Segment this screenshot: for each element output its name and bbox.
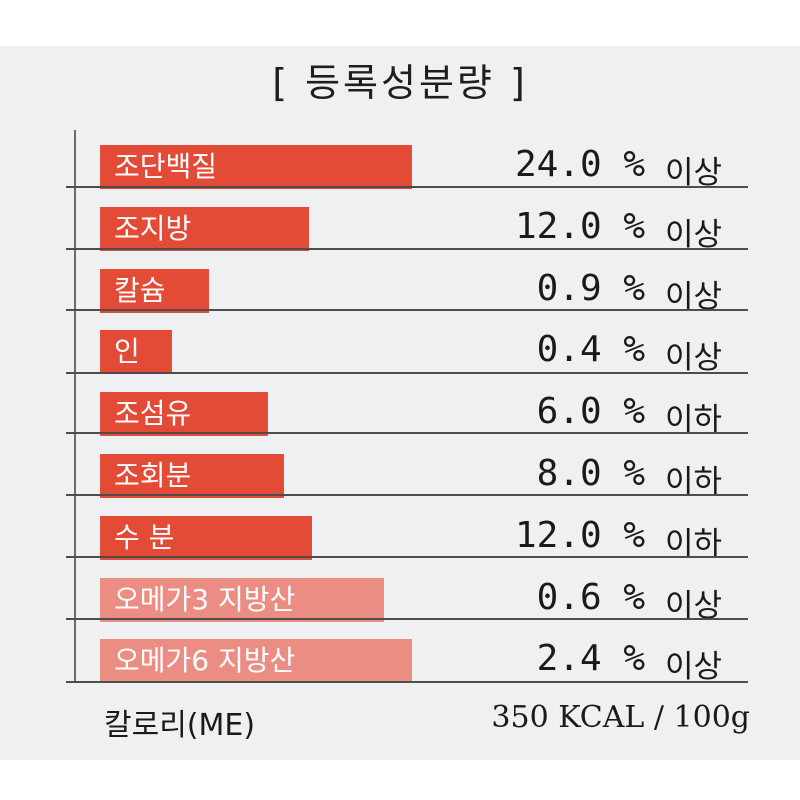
nutrient-value: 2.4 % [536,638,645,679]
nutrient-value: 12.0 % [514,515,645,556]
nutrient-value: 24.0 % [514,144,645,185]
nutrient-label: 인 [100,330,172,374]
nutrient-value: 8.0 % [536,453,645,494]
row-divider [66,309,748,311]
row-divider [66,186,748,188]
nutrient-qualifier: 이상 [665,155,723,191]
row-divider [66,372,748,374]
nutrient-value: 12.0 % [514,206,645,247]
nutrient-qualifier: 이상 [665,217,723,253]
nutrient-value: 0.4 % [536,329,645,370]
nutrient-label: 칼슘 [100,269,209,313]
nutrient-label: 오메가3 지방산 [100,578,384,622]
row-divider [66,618,748,620]
nutrient-label: 조섬유 [100,392,268,436]
calorie-label: 칼로리(ME) [104,708,256,743]
row-divider [66,494,748,496]
left-divider [74,130,76,682]
nutrient-label: 조단백질 [100,145,412,189]
nutrient-label: 수 분 [100,516,312,560]
nutrient-value: 6.0 % [536,391,645,432]
nutrient-label: 오메가6 지방산 [100,639,412,683]
nutrient-qualifier: 이상 [665,649,723,685]
nutrient-qualifier: 이상 [665,340,723,376]
nutrient-value: 0.6 % [536,577,645,618]
row-divider [66,432,748,434]
table-bottom-line [66,681,748,683]
row-divider [66,556,748,558]
row-divider [66,248,748,250]
page-title: [ 등록성분량 ] [272,61,528,105]
nutrient-value: 0.9 % [536,268,645,309]
nutrient-label: 조회분 [100,454,284,498]
calorie-value: 350 KCAL / 100g [491,700,750,735]
nutrient-label: 조지방 [100,207,309,251]
